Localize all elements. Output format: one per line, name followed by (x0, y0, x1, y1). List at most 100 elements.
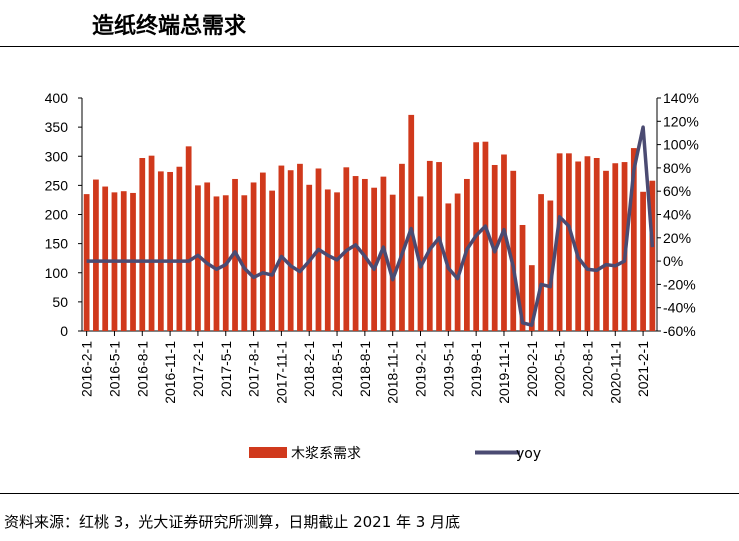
x-tick-label: 2017-11-1 (273, 341, 289, 404)
right-tick-label: 20% (663, 230, 691, 246)
bar (519, 224, 526, 331)
bar (640, 191, 646, 331)
x-tick-label: 2020-11-1 (607, 341, 623, 404)
bar (148, 155, 155, 331)
left-tick-label: 350 (45, 119, 69, 135)
x-tick-label: 2017-5-1 (218, 341, 234, 397)
x-tick-label: 2019-8-1 (468, 341, 484, 397)
right-tick-label: 40% (663, 207, 691, 223)
bar (603, 170, 609, 331)
bar (334, 192, 340, 331)
bar (324, 189, 331, 331)
right-tick-label: 140% (663, 90, 699, 106)
left-axis-ticks: 0 50 100 150 200 250 300 350 400 (45, 90, 82, 339)
bar (501, 154, 507, 331)
left-tick-label: 400 (45, 90, 69, 106)
legend-label-line: yoy (516, 446, 541, 462)
bar (167, 171, 173, 331)
x-tick-label: 2018-8-1 (357, 341, 373, 397)
x-tick-label: 2018-11-1 (385, 341, 401, 404)
bottom-divider (0, 493, 739, 494)
left-tick-label: 300 (45, 148, 69, 164)
legend: 木浆系需求 yoy (249, 446, 541, 462)
x-tick-label: 2018-2-1 (301, 341, 317, 397)
bar (510, 170, 517, 331)
left-tick-label: 250 (45, 177, 69, 193)
chart-canvas: 0 50 100 150 200 250 300 350 400 -60% -40% -20% 0% 2… (45, 90, 699, 462)
bar (649, 180, 656, 331)
bar (287, 170, 294, 331)
bar (630, 148, 637, 331)
bar (528, 265, 535, 331)
right-tick-label: -20% (663, 276, 696, 292)
x-tick-label: 2018-5-1 (329, 341, 345, 397)
left-tick-label: 0 (60, 323, 68, 339)
bar (241, 195, 248, 331)
source-note: 资料来源：红桃 3，光大证券研究所测算，日期截止 2021 年 3 月底 (4, 513, 461, 531)
bar (139, 157, 146, 331)
right-tick-label: -40% (663, 300, 696, 316)
right-tick-label: -60% (663, 323, 696, 339)
right-tick-label: 0% (663, 253, 683, 269)
bar (250, 182, 257, 331)
bar (454, 193, 461, 331)
bar (380, 176, 387, 331)
x-tick-label: 2017-8-1 (246, 341, 262, 397)
x-tick-label: 2020-8-1 (579, 341, 595, 397)
left-tick-label: 50 (52, 294, 68, 310)
left-tick-label: 200 (45, 207, 69, 223)
bar (213, 196, 220, 331)
bar (204, 182, 211, 331)
bar (352, 176, 359, 331)
bar (185, 146, 192, 331)
bar (566, 153, 572, 331)
bar (195, 185, 201, 331)
x-tick-label: 2016-8-1 (134, 341, 150, 397)
x-tick-label: 2016-2-1 (79, 341, 95, 397)
plot-area (81, 98, 658, 332)
x-tick-label: 2016-5-1 (106, 341, 122, 397)
bar (176, 166, 183, 331)
bar (584, 156, 591, 331)
bar (556, 153, 563, 331)
legend-label-bar: 木浆系需求 (291, 446, 361, 462)
x-tick-label: 2019-2-1 (413, 341, 429, 397)
bar (93, 179, 99, 331)
bar (389, 194, 396, 331)
bar (436, 162, 442, 331)
bar (102, 186, 109, 331)
bar (575, 161, 582, 331)
legend-swatch-bar (249, 447, 287, 458)
bar (278, 165, 285, 331)
bar (408, 114, 415, 331)
bar (259, 172, 266, 331)
x-tick-label: 2019-11-1 (496, 341, 512, 404)
bar (269, 190, 275, 331)
right-tick-label: 120% (663, 113, 699, 129)
right-tick-label: 60% (663, 183, 691, 199)
bar (157, 171, 164, 331)
bar (612, 163, 619, 331)
bar (306, 184, 313, 331)
right-tick-label: 100% (663, 137, 699, 153)
chart-title: 造纸终端总需求 (92, 14, 247, 39)
bar (371, 187, 378, 331)
bar (297, 163, 303, 331)
x-axis-ticks: 2016-2-1 2016-5-1 2016-8-1 2016-11-1 2017-2-… (79, 331, 651, 404)
x-tick-label: 2020-2-1 (524, 341, 540, 397)
x-tick-label: 2019-5-1 (440, 341, 456, 397)
left-tick-label: 150 (45, 236, 69, 252)
x-tick-label: 2017-2-1 (190, 341, 206, 397)
bar (593, 157, 600, 331)
bar (399, 163, 405, 331)
left-tick-label: 100 (45, 265, 69, 281)
x-tick-label: 2020-5-1 (552, 341, 568, 397)
bar (426, 160, 433, 331)
bar (538, 194, 544, 331)
bar (482, 141, 489, 331)
right-axis-ticks: -60% -40% -20% 0% 20% 40% 60% 80% 100% 120% 140% (657, 90, 699, 339)
right-tick-label: 80% (663, 160, 691, 176)
x-tick-label: 2016-11-1 (162, 341, 178, 404)
yoy-line (86, 125, 655, 327)
x-tick-label: 2021-2-1 (635, 341, 651, 397)
